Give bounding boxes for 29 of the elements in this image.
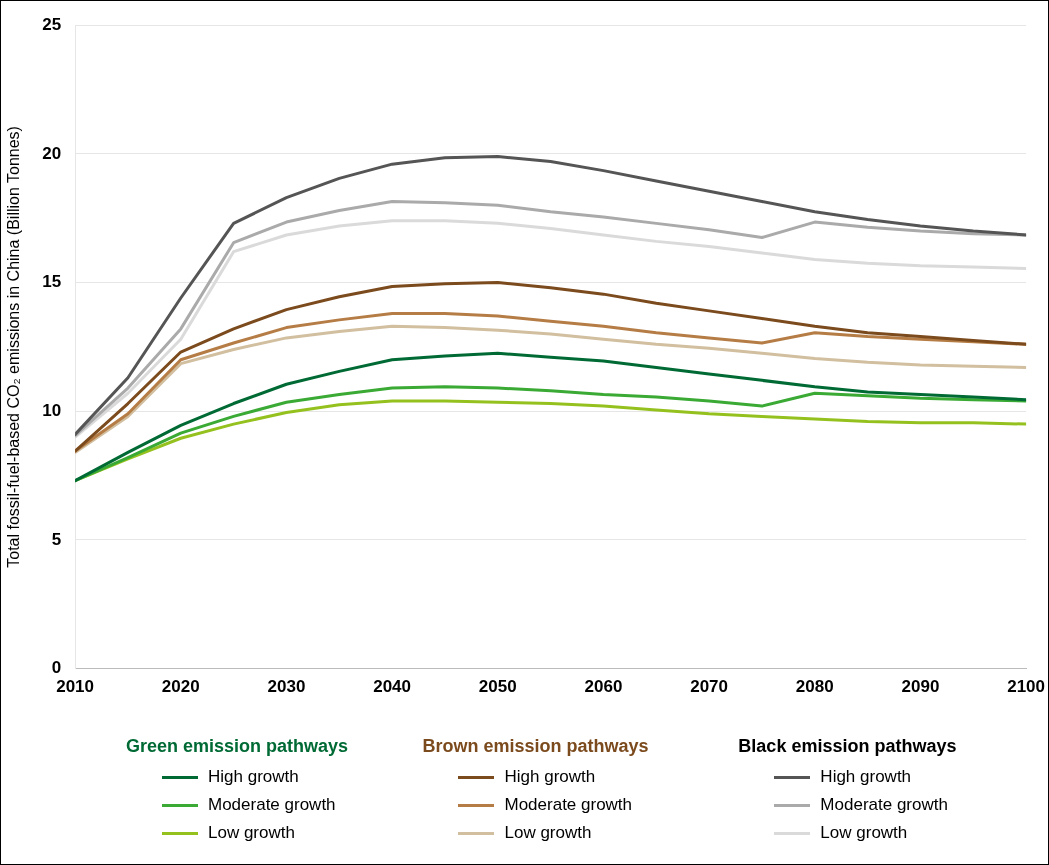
y-tick-label: 0 (51, 658, 62, 678)
y-tick-label: 5 (51, 529, 62, 549)
legend-label: Moderate growth (208, 795, 336, 815)
x-tick-label: 2030 (267, 677, 306, 697)
x-tick-label: 2060 (584, 677, 623, 697)
y-tick-label: 10 (42, 400, 62, 420)
x-tick-label: 2040 (373, 677, 412, 697)
x-tick-label: 2010 (56, 677, 95, 697)
x-tick-label: 2090 (901, 677, 940, 697)
legend-label: Low growth (504, 823, 592, 843)
x-tick-label: 2050 (478, 677, 517, 697)
legend-label: Moderate growth (820, 795, 948, 815)
legend-label: Low growth (820, 823, 908, 843)
x-tick-label: 2070 (690, 677, 729, 697)
text: Brown emission pathways (422, 736, 650, 757)
x-tick-label: 2020 (161, 677, 200, 697)
y-axis-title: Total fossil-fuel-based CO₂ emissions in China (Billion Tonnes) (5, 126, 23, 568)
y-tick-label: 25 (42, 14, 62, 34)
legend-label: Moderate growth (504, 795, 633, 815)
legend-label: Low growth (208, 823, 295, 843)
legend-label: High growth (208, 767, 299, 787)
y-tick-label: 20 (42, 143, 62, 163)
x-tick-label: 2100 (1007, 677, 1045, 697)
text: Green emission pathways (126, 736, 350, 757)
legend-label: High growth (504, 767, 596, 787)
y-tick-label: 15 (42, 272, 62, 292)
x-tick-label: 2080 (795, 677, 834, 697)
legend-label: High growth (820, 767, 912, 787)
text: Black emission pathways (738, 736, 958, 757)
